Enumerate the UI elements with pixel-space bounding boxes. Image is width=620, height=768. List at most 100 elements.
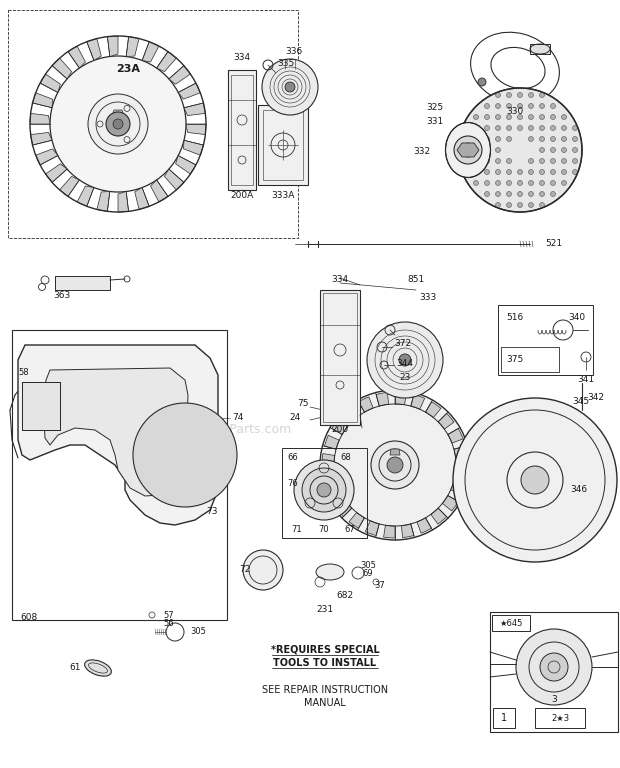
- Ellipse shape: [446, 123, 490, 177]
- Text: 372: 372: [394, 339, 411, 347]
- Polygon shape: [46, 164, 67, 182]
- Text: 851: 851: [407, 276, 425, 284]
- Polygon shape: [349, 512, 365, 528]
- Circle shape: [320, 390, 470, 540]
- Circle shape: [495, 137, 500, 141]
- Polygon shape: [343, 406, 359, 422]
- Circle shape: [484, 170, 490, 174]
- Polygon shape: [365, 521, 379, 535]
- Bar: [492, 615, 530, 631]
- Text: 37: 37: [374, 581, 386, 590]
- Circle shape: [178, 448, 192, 462]
- Circle shape: [484, 114, 490, 120]
- Polygon shape: [358, 397, 373, 412]
- Polygon shape: [60, 177, 79, 197]
- Circle shape: [528, 203, 533, 207]
- Polygon shape: [43, 368, 188, 496]
- Polygon shape: [30, 114, 50, 124]
- Circle shape: [387, 457, 403, 473]
- Circle shape: [106, 112, 130, 136]
- Bar: [258, 105, 308, 185]
- Circle shape: [507, 137, 511, 141]
- Text: *REQUIRES SPECIAL: *REQUIRES SPECIAL: [270, 645, 379, 655]
- Circle shape: [528, 137, 533, 141]
- Text: 330: 330: [507, 108, 524, 117]
- Circle shape: [562, 180, 567, 186]
- Circle shape: [551, 191, 556, 197]
- Circle shape: [539, 137, 544, 141]
- Text: 521: 521: [545, 240, 562, 249]
- Circle shape: [474, 137, 479, 141]
- Circle shape: [572, 147, 577, 153]
- Polygon shape: [178, 83, 200, 99]
- Circle shape: [507, 170, 511, 174]
- Polygon shape: [40, 74, 60, 92]
- Bar: [323, 293, 357, 422]
- Circle shape: [540, 653, 568, 681]
- Circle shape: [474, 147, 479, 153]
- Circle shape: [507, 114, 511, 120]
- Circle shape: [528, 114, 533, 120]
- Circle shape: [528, 170, 533, 174]
- Polygon shape: [401, 524, 414, 538]
- Text: 304: 304: [52, 383, 68, 392]
- Circle shape: [474, 125, 479, 131]
- Text: TOOLS TO INSTALL: TOOLS TO INSTALL: [273, 658, 376, 668]
- Circle shape: [518, 104, 523, 108]
- Circle shape: [518, 191, 523, 197]
- Polygon shape: [169, 65, 190, 84]
- Text: 59: 59: [46, 408, 57, 416]
- Polygon shape: [324, 435, 339, 449]
- Polygon shape: [36, 149, 58, 165]
- Polygon shape: [30, 132, 52, 145]
- Circle shape: [262, 59, 318, 115]
- Circle shape: [495, 92, 500, 98]
- Text: 75: 75: [297, 399, 309, 408]
- Text: 70: 70: [319, 525, 329, 535]
- Text: 76: 76: [287, 478, 298, 488]
- Text: 66: 66: [287, 453, 298, 462]
- Polygon shape: [438, 413, 454, 429]
- Circle shape: [495, 114, 500, 120]
- Circle shape: [463, 125, 467, 131]
- Circle shape: [539, 170, 544, 174]
- Circle shape: [302, 468, 346, 512]
- Polygon shape: [18, 345, 218, 525]
- Bar: [282, 448, 367, 538]
- Text: 346: 346: [570, 485, 587, 495]
- Circle shape: [495, 203, 500, 207]
- Bar: [493, 708, 515, 728]
- Text: 682: 682: [337, 591, 353, 600]
- Circle shape: [163, 433, 207, 477]
- Circle shape: [528, 92, 533, 98]
- Circle shape: [528, 191, 533, 197]
- Text: 325: 325: [427, 104, 443, 112]
- Circle shape: [562, 158, 567, 164]
- Text: 336: 336: [285, 48, 303, 57]
- Circle shape: [562, 170, 567, 174]
- Circle shape: [551, 114, 556, 120]
- Text: 340: 340: [568, 313, 585, 322]
- Circle shape: [562, 114, 567, 120]
- Text: eReplacementParts.com: eReplacementParts.com: [139, 423, 291, 436]
- Circle shape: [551, 180, 556, 186]
- Circle shape: [518, 170, 523, 174]
- Polygon shape: [33, 93, 53, 108]
- Circle shape: [474, 170, 479, 174]
- Text: 608: 608: [20, 614, 37, 623]
- Circle shape: [551, 125, 556, 131]
- Circle shape: [551, 158, 556, 164]
- Text: 305: 305: [190, 627, 206, 637]
- Circle shape: [484, 125, 490, 131]
- Bar: [501, 347, 559, 372]
- Circle shape: [539, 92, 544, 98]
- Text: 23A: 23A: [116, 64, 140, 74]
- Polygon shape: [384, 525, 395, 538]
- Circle shape: [478, 78, 486, 86]
- Text: 363: 363: [53, 290, 71, 300]
- Polygon shape: [322, 472, 336, 484]
- Circle shape: [518, 203, 523, 207]
- Circle shape: [521, 466, 549, 494]
- Circle shape: [463, 170, 467, 174]
- Text: 334: 334: [234, 52, 250, 61]
